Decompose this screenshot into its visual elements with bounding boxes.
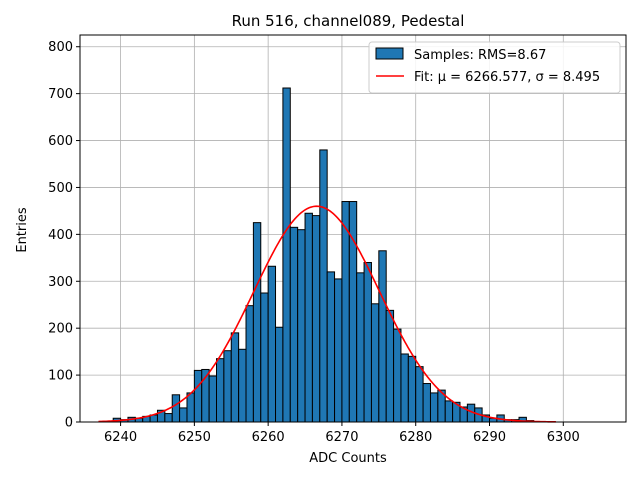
x-axis-ticks: 6240 6250 6260 6270 6280 6290 6300 bbox=[104, 422, 580, 445]
y-axis-label: Entries bbox=[15, 207, 30, 253]
histogram-bar bbox=[422, 383, 431, 423]
x-tick-label: 6240 bbox=[104, 430, 137, 445]
histogram-bar bbox=[297, 229, 306, 423]
y-tick-label: 800 bbox=[48, 40, 73, 55]
histogram-bars bbox=[112, 87, 535, 423]
y-tick-label: 700 bbox=[48, 87, 73, 102]
histogram-bar bbox=[238, 348, 247, 423]
legend-box bbox=[368, 41, 621, 94]
histogram-bar bbox=[304, 212, 313, 423]
histogram-bar bbox=[223, 350, 232, 423]
histogram-bar bbox=[326, 271, 336, 423]
y-tick-label: 300 bbox=[48, 275, 73, 290]
fit-curve bbox=[98, 205, 556, 423]
histogram-bar bbox=[260, 292, 269, 423]
histogram-bar bbox=[356, 272, 365, 423]
histogram-bar bbox=[267, 265, 277, 423]
x-tick-label: 6290 bbox=[473, 430, 506, 445]
histogram-bar bbox=[208, 375, 218, 423]
histogram-bar bbox=[171, 394, 181, 423]
histogram-bar bbox=[282, 87, 291, 423]
histogram-bar bbox=[311, 215, 321, 423]
histogram-bar bbox=[370, 303, 380, 423]
histogram-bar bbox=[164, 413, 173, 423]
y-tick-label: 600 bbox=[48, 134, 73, 149]
histogram-bar bbox=[245, 305, 254, 423]
legend: Samples: RMS=8.67 Fit: μ = 6266.577, σ =… bbox=[368, 41, 621, 94]
histogram-bar bbox=[385, 309, 395, 423]
y-tick-label: 0 bbox=[65, 416, 73, 431]
x-tick-label: 6300 bbox=[547, 430, 580, 445]
x-axis-label: ADC Counts bbox=[309, 451, 387, 466]
histogram-bar bbox=[393, 328, 402, 423]
histogram-bar bbox=[230, 332, 240, 423]
x-tick-label: 6250 bbox=[178, 430, 211, 445]
histogram-bar bbox=[363, 262, 372, 423]
histogram-bar bbox=[415, 366, 424, 423]
legend-fit-label: Fit: μ = 6266.577, σ = 8.495 bbox=[414, 70, 600, 85]
legend-histogram-swatch bbox=[375, 47, 404, 60]
histogram-bar bbox=[341, 201, 350, 423]
x-tick-label: 6280 bbox=[399, 430, 432, 445]
histogram-bar bbox=[193, 369, 203, 423]
histogram-bar bbox=[407, 355, 417, 423]
legend-histogram-label: Samples: RMS=8.67 bbox=[414, 48, 546, 63]
histogram-bar bbox=[179, 407, 188, 423]
histogram-bar bbox=[429, 392, 439, 423]
y-tick-label: 200 bbox=[48, 322, 73, 337]
x-tick-label: 6270 bbox=[325, 430, 358, 445]
histogram-bar bbox=[400, 353, 409, 423]
histogram-bar bbox=[252, 222, 262, 423]
histogram-bar bbox=[378, 250, 387, 423]
chart-title: Run 516, channel089, Pedestal bbox=[232, 12, 465, 30]
y-tick-label: 500 bbox=[48, 181, 73, 196]
y-tick-label: 400 bbox=[48, 228, 73, 243]
y-axis-ticks: 0 100 200 300 400 500 600 700 800 bbox=[48, 40, 80, 431]
histogram-bar bbox=[216, 358, 225, 423]
x-tick-label: 6260 bbox=[252, 430, 285, 445]
histogram-bar bbox=[186, 392, 195, 423]
histogram-bar bbox=[334, 278, 343, 423]
histogram-bar bbox=[444, 400, 454, 423]
histogram-bar bbox=[319, 149, 328, 423]
histogram-bar bbox=[289, 226, 299, 423]
histogram-bar bbox=[275, 326, 284, 423]
plot-frame bbox=[79, 34, 627, 423]
y-tick-label: 100 bbox=[48, 369, 73, 384]
